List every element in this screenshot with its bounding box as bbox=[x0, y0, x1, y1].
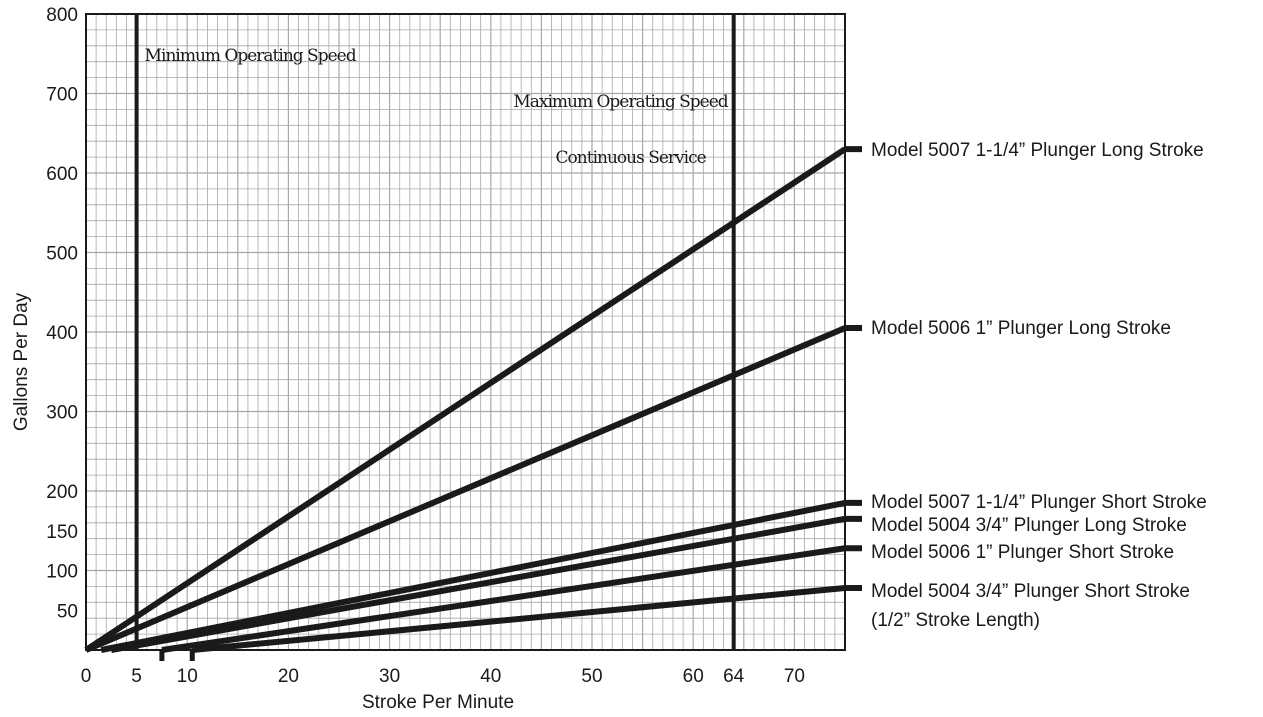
x-tick-label: 10 bbox=[177, 666, 198, 687]
x-tick-label: 60 bbox=[683, 666, 704, 687]
x-tick-labels: 0 5 10 20 30 40 50 60 64 70 bbox=[81, 666, 805, 687]
y-tick-label: 600 bbox=[46, 164, 78, 185]
x-axis-title: Stroke Per Minute bbox=[362, 692, 514, 713]
continuous-service-label: Continuous Service bbox=[556, 148, 707, 168]
operating-speed-lines bbox=[134, 14, 736, 650]
series-line-6 bbox=[191, 585, 846, 653]
series-label-6: Model 5004 3/4” Plunger Short Stroke bbox=[871, 581, 1190, 602]
x-tick-label: 0 bbox=[81, 666, 92, 687]
series-labels: Model 5007 1-1/4” Plunger Long Stroke Mod… bbox=[871, 140, 1207, 631]
series-line-5 bbox=[161, 545, 846, 653]
series-line-2 bbox=[84, 325, 847, 653]
x-tick-label: 5 bbox=[131, 666, 142, 687]
x-tick-label: 20 bbox=[278, 666, 299, 687]
y-axis-title: Gallons Per Day bbox=[11, 292, 32, 431]
series-label-5: Model 5006 1” Plunger Short Stroke bbox=[871, 542, 1174, 563]
plot-frame bbox=[85, 13, 846, 651]
y-tick-labels: 50 100 150 200 300 400 500 600 700 800 bbox=[46, 5, 78, 622]
grid bbox=[86, 14, 845, 650]
y-tick-label: 300 bbox=[46, 403, 78, 424]
x-tick-label: 70 bbox=[784, 666, 805, 687]
maximum-speed-label: Maximum Operating Speed bbox=[513, 92, 728, 112]
y-tick-label: 50 bbox=[57, 601, 78, 622]
x-tick-label: 40 bbox=[480, 666, 501, 687]
series-label-2: Model 5006 1” Plunger Long Stroke bbox=[871, 318, 1171, 339]
x-tick-label: 64 bbox=[723, 666, 745, 687]
series-line-4 bbox=[110, 515, 846, 653]
x-tick-label: 30 bbox=[379, 666, 400, 687]
series-label-1: Model 5007 1-1/4” Plunger Long Stroke bbox=[871, 140, 1204, 161]
minimum-speed-label: Minimum Operating Speed bbox=[145, 46, 357, 66]
y-tick-label: 200 bbox=[46, 482, 78, 503]
axis-markers bbox=[159, 650, 195, 661]
series-line-3 bbox=[100, 499, 846, 653]
series-label-4: Model 5004 3/4” Plunger Long Stroke bbox=[871, 515, 1187, 536]
series-line-1 bbox=[84, 146, 847, 653]
series-label-3: Model 5007 1-1/4” Plunger Short Stroke bbox=[871, 492, 1207, 513]
x-tick-label: 50 bbox=[581, 666, 602, 687]
y-tick-label: 800 bbox=[46, 5, 78, 26]
y-tick-label: 150 bbox=[46, 522, 78, 543]
y-tick-label: 100 bbox=[46, 562, 78, 583]
y-tick-label: 700 bbox=[46, 85, 78, 106]
y-tick-label: 400 bbox=[46, 323, 78, 344]
y-tick-label: 500 bbox=[46, 244, 78, 265]
annotations: Minimum Operating Speed Maximum Operating… bbox=[145, 46, 730, 168]
series-lines bbox=[84, 146, 862, 653]
series-sublabel-6: (1/2” Stroke Length) bbox=[871, 610, 1040, 631]
